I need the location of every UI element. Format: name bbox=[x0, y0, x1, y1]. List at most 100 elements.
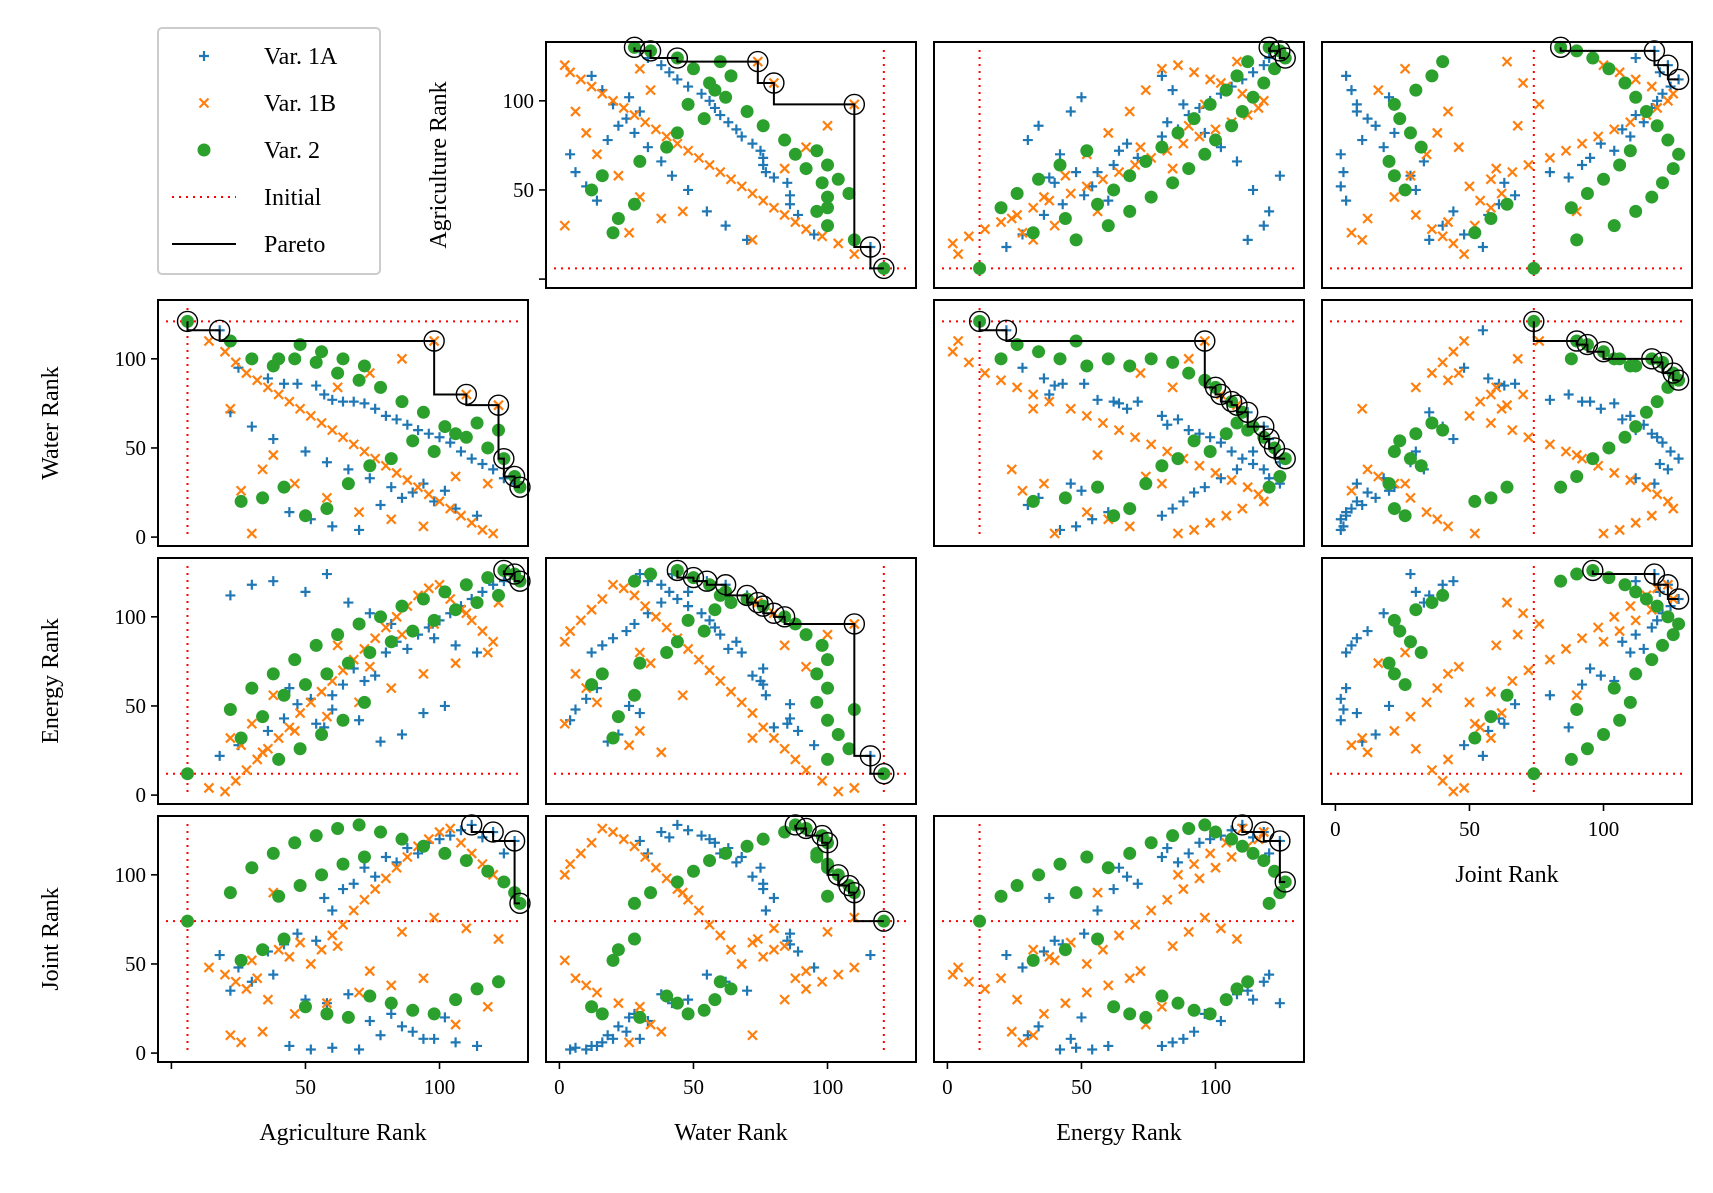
data-point bbox=[1049, 955, 1060, 966]
data-point bbox=[246, 579, 257, 590]
pareto-marker bbox=[1226, 394, 1248, 416]
data-point bbox=[639, 116, 651, 128]
data-point bbox=[418, 972, 429, 984]
data-point bbox=[681, 1007, 695, 1021]
data-point bbox=[683, 81, 694, 92]
data-point bbox=[1629, 420, 1643, 434]
data-point bbox=[1362, 487, 1373, 498]
panel-frame bbox=[933, 299, 1305, 547]
data-point bbox=[1500, 480, 1514, 494]
data-point bbox=[1123, 204, 1137, 218]
data-point bbox=[1203, 97, 1217, 111]
data-point bbox=[559, 59, 571, 71]
data-point bbox=[1491, 163, 1502, 174]
data-point bbox=[682, 145, 694, 157]
data-point bbox=[704, 919, 715, 931]
data-point bbox=[402, 643, 413, 654]
data-point bbox=[1032, 868, 1046, 882]
data-point bbox=[1203, 1007, 1217, 1021]
data-point bbox=[747, 188, 758, 199]
data-point bbox=[1523, 431, 1534, 443]
data-point bbox=[1623, 695, 1637, 709]
data-point bbox=[477, 459, 488, 469]
data-point bbox=[1107, 183, 1121, 197]
data-point bbox=[1608, 124, 1620, 135]
data-point bbox=[1491, 382, 1502, 393]
data-point bbox=[1630, 629, 1641, 640]
data-point bbox=[1044, 951, 1055, 963]
data-point bbox=[1614, 625, 1625, 637]
y-tick-label: 100 bbox=[115, 605, 147, 629]
data-point bbox=[1044, 195, 1055, 206]
data-point bbox=[1166, 829, 1180, 843]
data-point bbox=[450, 503, 461, 514]
data-point bbox=[1609, 398, 1620, 409]
data-point bbox=[1044, 893, 1055, 903]
data-point bbox=[701, 969, 712, 980]
data-point bbox=[564, 67, 576, 78]
data-point bbox=[477, 524, 488, 536]
data-point bbox=[1654, 67, 1665, 78]
data-point bbox=[1533, 99, 1545, 110]
x-tick-label: 0 bbox=[1330, 817, 1341, 841]
data-point bbox=[298, 678, 312, 692]
pareto-marker bbox=[509, 570, 531, 592]
pareto-marker bbox=[747, 591, 769, 614]
data-point bbox=[667, 170, 678, 181]
data-point bbox=[585, 183, 599, 197]
data-point bbox=[321, 711, 333, 722]
pareto-marker bbox=[1643, 563, 1666, 585]
data-point bbox=[779, 743, 790, 755]
y-tick-label: 0 bbox=[136, 525, 147, 549]
data-point bbox=[736, 131, 747, 142]
data-point bbox=[1155, 989, 1169, 1003]
data-point bbox=[337, 919, 349, 931]
data-point bbox=[343, 597, 354, 608]
data-point bbox=[1666, 162, 1680, 176]
data-point bbox=[309, 829, 323, 843]
data-point bbox=[618, 583, 630, 594]
data-point bbox=[321, 997, 333, 1009]
data-point bbox=[1512, 120, 1523, 132]
data-point bbox=[1409, 603, 1423, 617]
data-point bbox=[1204, 74, 1216, 85]
data-point bbox=[683, 825, 694, 836]
data-point bbox=[1459, 362, 1470, 373]
data-point bbox=[865, 950, 876, 961]
data-point bbox=[672, 594, 683, 604]
data-point bbox=[1103, 980, 1114, 991]
data-point bbox=[1398, 183, 1412, 197]
data-point bbox=[1172, 857, 1183, 868]
panel-water-vs-joint bbox=[1321, 299, 1693, 547]
data-point bbox=[656, 213, 667, 224]
pareto-marker bbox=[1549, 36, 1572, 59]
pareto-marker bbox=[1231, 814, 1254, 836]
data-point bbox=[219, 346, 231, 357]
data-point bbox=[234, 494, 248, 508]
data-point bbox=[736, 697, 748, 708]
data-point bbox=[1167, 940, 1178, 952]
data-point bbox=[268, 576, 279, 587]
data-point bbox=[664, 586, 675, 597]
data-point bbox=[597, 823, 608, 834]
data-point bbox=[1114, 398, 1124, 409]
data-point bbox=[423, 489, 435, 500]
pareto-line bbox=[978, 321, 1286, 460]
data-point bbox=[1183, 425, 1194, 436]
data-point bbox=[1026, 226, 1040, 240]
data-point bbox=[1421, 506, 1432, 518]
data-point bbox=[1597, 172, 1611, 186]
data-point bbox=[1424, 407, 1435, 418]
data-point bbox=[784, 713, 795, 724]
legend-entry: Var. 1A bbox=[199, 44, 338, 70]
data-point bbox=[427, 1007, 441, 1021]
data-point bbox=[1370, 729, 1381, 740]
data-point bbox=[715, 110, 726, 121]
data-point bbox=[364, 965, 376, 977]
data-point bbox=[973, 261, 987, 275]
data-point bbox=[412, 481, 424, 493]
data-point bbox=[1155, 140, 1169, 154]
data-point bbox=[416, 839, 430, 853]
data-point bbox=[821, 158, 835, 172]
data-point bbox=[1055, 1044, 1066, 1055]
